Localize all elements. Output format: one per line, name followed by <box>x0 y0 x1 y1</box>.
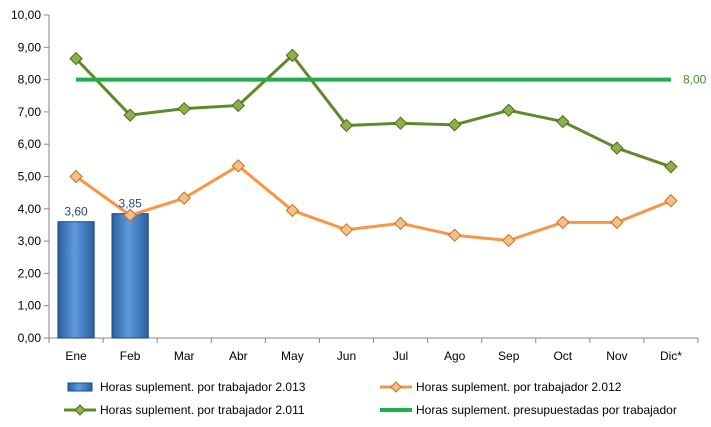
series-point <box>502 103 516 117</box>
legend-label: Horas suplement. presupuestadas por trab… <box>416 403 677 417</box>
series-point <box>339 223 354 237</box>
series-point <box>285 48 300 63</box>
y-tick-label: 5,00 <box>18 170 42 184</box>
bar <box>57 221 95 339</box>
series-point <box>231 98 245 113</box>
series-point <box>177 101 191 116</box>
x-tick-label: Mar <box>174 349 195 363</box>
data-labels: 3,60 3,85 8,00 <box>64 73 706 219</box>
series-point <box>285 203 300 218</box>
bars <box>57 213 149 339</box>
series-point <box>556 114 570 129</box>
y-tick-label: 9,00 <box>18 40 42 54</box>
series-point <box>393 216 408 231</box>
x-tick-label: Nov <box>606 349 627 363</box>
x-tick-label: Jul <box>393 349 408 363</box>
y-tick-label: 3,00 <box>18 234 42 248</box>
bar <box>111 213 149 339</box>
y-tick-label: 0,00 <box>18 331 42 345</box>
series-point <box>610 215 624 230</box>
series-point <box>447 228 462 242</box>
axes: 0,00 1,00 2,00 3,00 4,00 5,00 6,00 7,00 8,00 9,00… <box>11 8 699 363</box>
series-point <box>664 194 678 208</box>
x-tick-label: Jun <box>337 349 356 363</box>
y-tick-label: 1,00 <box>18 299 42 313</box>
legend-item: Horas suplement. por trabajador 2.011 <box>64 403 305 417</box>
y-tick-label: 4,00 <box>18 202 42 216</box>
legend-label: Horas suplement. por trabajador 2.013 <box>100 380 306 394</box>
bar-data-label: 3,60 <box>64 205 88 219</box>
x-tick-label: Feb <box>120 349 141 363</box>
y-tick-label: 2,00 <box>18 266 42 280</box>
legend-label: Horas suplement. por trabajador 2.011 <box>100 403 305 417</box>
y-tick-label: 10,00 <box>11 8 41 22</box>
budget-line-label: 8,00 <box>683 73 707 87</box>
x-tick-label: Ago <box>444 349 466 363</box>
bar-data-label: 3,85 <box>118 197 142 211</box>
series-point <box>447 118 462 132</box>
y-tick-label: 7,00 <box>18 105 42 119</box>
series-point <box>502 233 516 248</box>
legend-label: Horas suplement. por trabajador 2.012 <box>416 380 622 394</box>
series-point <box>123 208 137 222</box>
series-point <box>393 116 408 130</box>
legend-item: Horas suplement. por trabajador 2.013 <box>67 380 306 394</box>
legend-swatch-marker <box>390 381 402 393</box>
series-point <box>123 108 137 122</box>
x-tick-label: Oct <box>553 349 572 363</box>
legend-swatch-marker <box>74 404 86 416</box>
series-point <box>610 141 624 155</box>
series-point <box>556 215 570 230</box>
legend: Horas suplement. por trabajador 2.013 Hor… <box>64 380 677 417</box>
series-line <box>75 164 672 242</box>
y-tick-label: 6,00 <box>18 137 42 151</box>
series-point <box>664 160 678 174</box>
legend-item: Horas suplement. por trabajador 2.012 <box>380 380 622 394</box>
x-tick-label: Sep <box>498 349 520 363</box>
series-point <box>69 51 83 66</box>
x-tick-label: Abr <box>229 349 248 363</box>
y-tick-label: 8,00 <box>18 73 42 87</box>
x-tick-label: May <box>281 349 304 363</box>
series-point <box>231 159 245 173</box>
series-line <box>74 53 672 169</box>
series-point <box>69 169 83 184</box>
series-point <box>177 191 191 205</box>
legend-item: Horas suplement. presupuestadas por trab… <box>380 403 677 417</box>
legend-swatch <box>67 382 93 392</box>
x-tick-label: Ene <box>65 349 87 363</box>
x-tick-label: Dic* <box>660 349 682 363</box>
series-point <box>339 118 354 133</box>
lines <box>69 48 678 248</box>
